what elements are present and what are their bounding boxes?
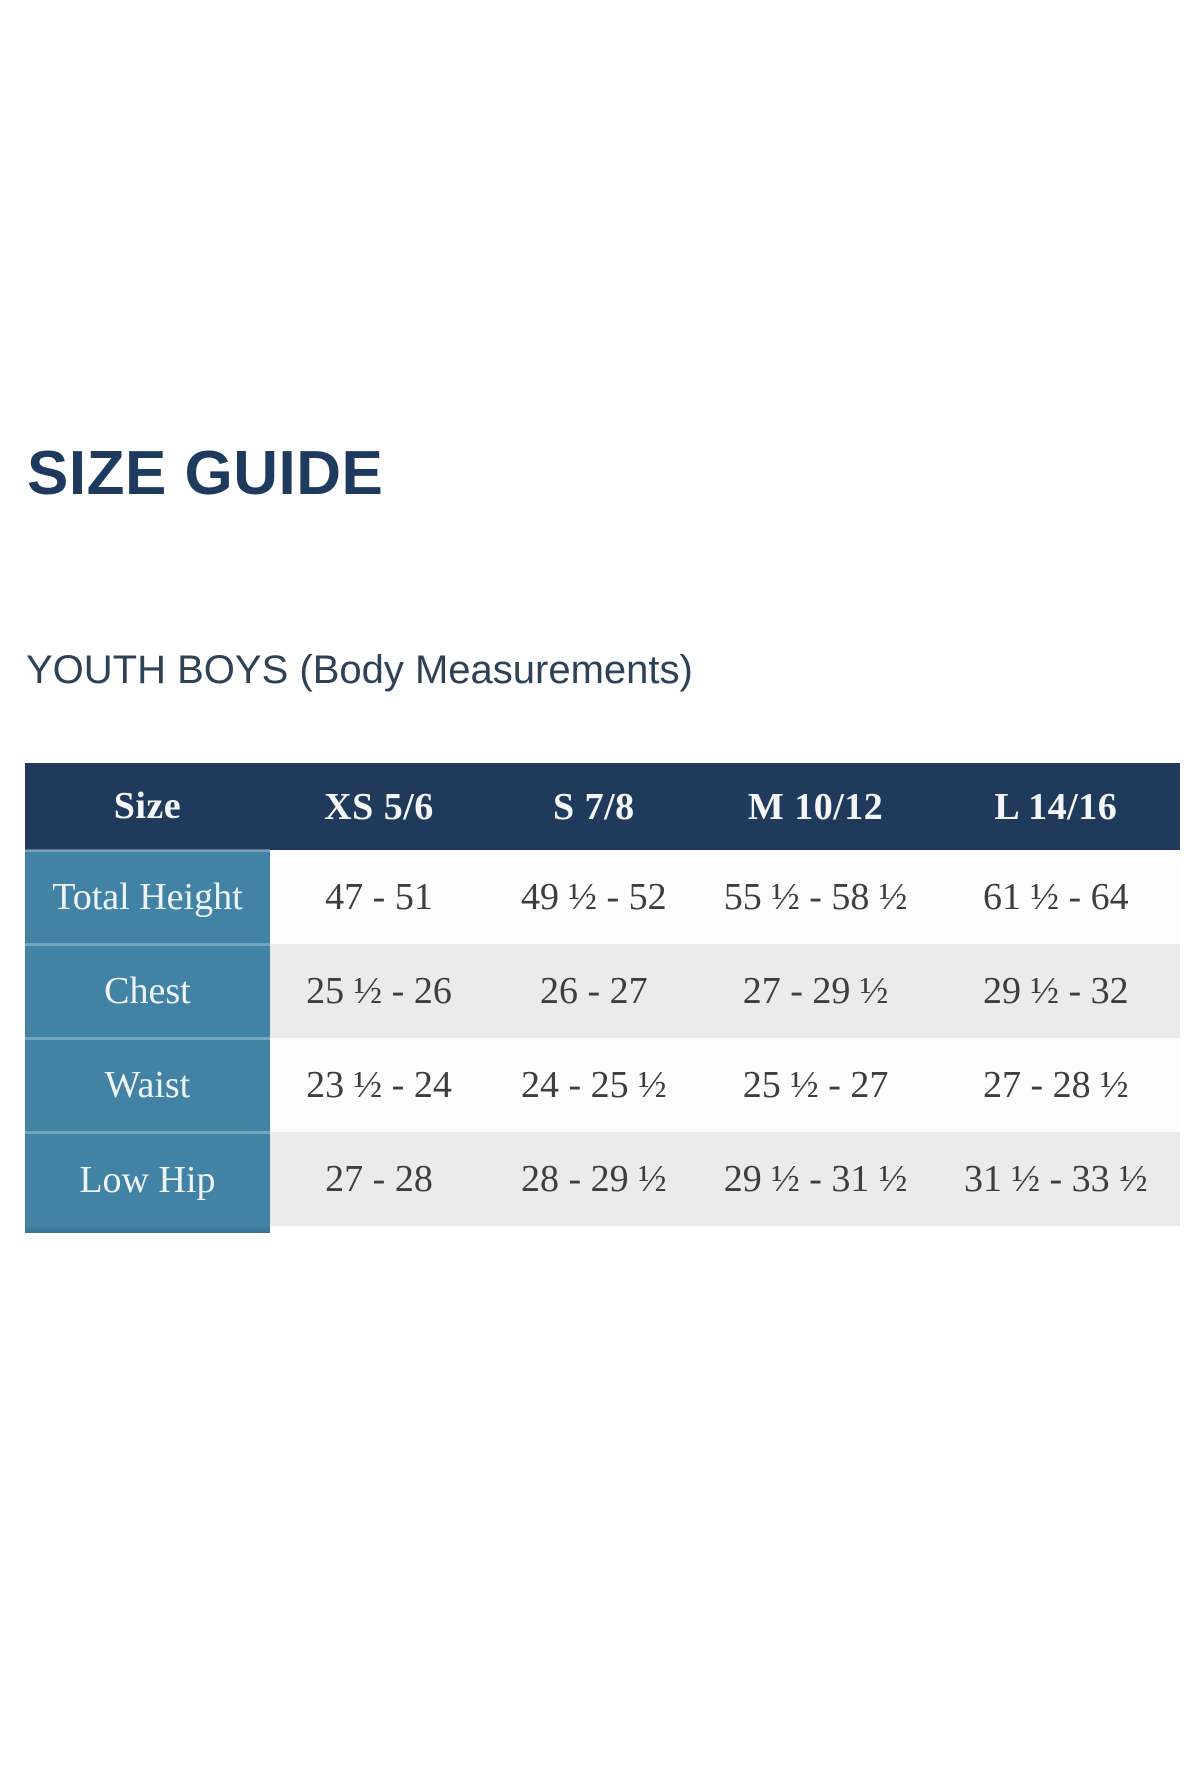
cell-waist-s: 24 - 25 ½: [488, 1038, 700, 1132]
header-cell-m: M 10/12: [699, 763, 932, 850]
header-cell-size: Size: [25, 763, 270, 850]
cell-chest-s: 26 - 27: [488, 944, 700, 1038]
header-cell-s: S 7/8: [488, 763, 700, 850]
cell-low-hip-xs: 27 - 28: [269, 1132, 489, 1226]
row-label-chest: Chest: [25, 942, 270, 1038]
table-row-total-height: Total Height 47 - 51 49 ½ - 52 55 ½ - 58…: [25, 848, 1180, 944]
table-row-low-hip: Low Hip 27 - 28 28 - 29 ½ 29 ½ - 31 ½ 31…: [25, 1130, 1180, 1226]
cell-waist-xs: 23 ½ - 24: [269, 1038, 489, 1132]
row-label-total-height: Total Height: [25, 848, 270, 944]
row-label-low-hip: Low Hip: [25, 1130, 270, 1226]
size-guide-table: Size XS 5/6 S 7/8 M 10/12 L 14/16 Total …: [25, 763, 1180, 1226]
cell-total-height-l: 61 ½ - 64: [931, 850, 1180, 944]
cell-total-height-s: 49 ½ - 52: [488, 850, 700, 944]
table-header-row: Size XS 5/6 S 7/8 M 10/12 L 14/16: [25, 763, 1180, 850]
page-title: SIZE GUIDE: [27, 439, 384, 508]
label-column-footer: [25, 1226, 270, 1233]
cell-chest-m: 27 - 29 ½: [699, 944, 932, 1038]
cell-total-height-m: 55 ½ - 58 ½: [699, 850, 932, 944]
cell-waist-l: 27 - 28 ½: [931, 1038, 1180, 1132]
cell-chest-l: 29 ½ - 32: [931, 944, 1180, 1038]
cell-low-hip-l: 31 ½ - 33 ½: [931, 1132, 1180, 1226]
size-guide-table-container: Size XS 5/6 S 7/8 M 10/12 L 14/16 Total …: [25, 763, 1180, 1233]
cell-chest-xs: 25 ½ - 26: [269, 944, 489, 1038]
header-cell-xs: XS 5/6: [269, 763, 489, 850]
cell-waist-m: 25 ½ - 27: [699, 1038, 932, 1132]
row-label-waist: Waist: [25, 1036, 270, 1132]
cell-low-hip-s: 28 - 29 ½: [488, 1132, 700, 1226]
table-row-waist: Waist 23 ½ - 24 24 - 25 ½ 25 ½ - 27 27 -…: [25, 1036, 1180, 1132]
table-subtitle: YOUTH BOYS (Body Measurements): [26, 648, 693, 692]
cell-total-height-xs: 47 - 51: [269, 850, 489, 944]
table-row-chest: Chest 25 ½ - 26 26 - 27 27 - 29 ½ 29 ½ -…: [25, 942, 1180, 1038]
header-cell-l: L 14/16: [931, 763, 1180, 850]
cell-low-hip-m: 29 ½ - 31 ½: [699, 1132, 932, 1226]
